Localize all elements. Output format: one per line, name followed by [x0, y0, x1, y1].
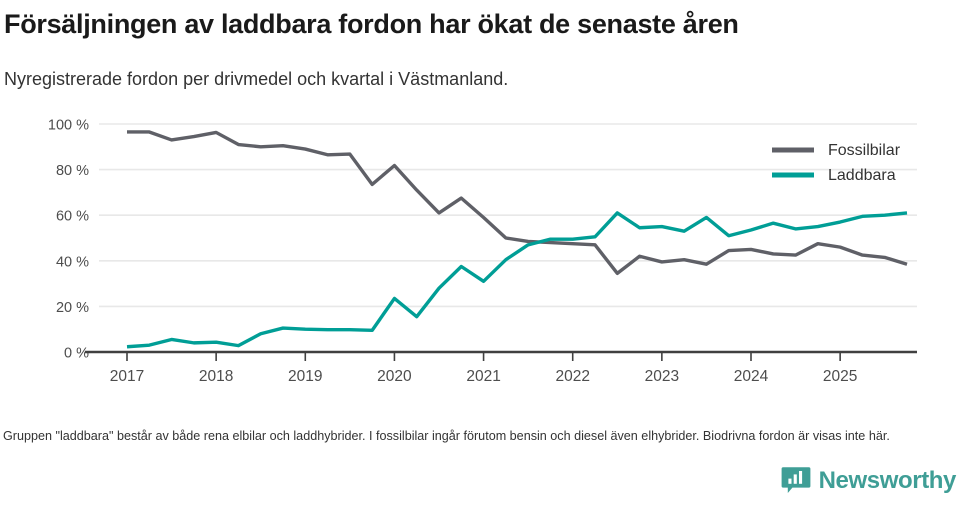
x-axis-tick-label: 2022 [555, 368, 589, 385]
x-axis-tick-labels: 2017 2018 2019 2020 2021 2022 2023 2024 2025 [110, 368, 858, 385]
legend-label-fossilbilar[interactable]: Fossilbilar [828, 142, 901, 159]
x-axis-tick-label: 2021 [466, 368, 500, 385]
line-chart: 0 % 20 % 40 % 60 % 80 % 100 % 2017 2018 2019 202… [0, 110, 960, 395]
y-axis-tick-label: 100 % [48, 118, 89, 134]
x-axis-tick-label: 2018 [199, 368, 233, 385]
series-lines [126, 130, 908, 349]
page-title: Försäljningen av laddbara fordon har öka… [4, 9, 739, 39]
series-line-laddbara [126, 211, 908, 349]
chart-legend: Fossilbilar Laddbara [772, 142, 901, 184]
x-axis-tick-label: 2017 [110, 368, 144, 385]
bar-chart-bubble-icon [781, 467, 811, 493]
gridlines [99, 123, 917, 308]
x-axis-tick-label: 2025 [823, 368, 857, 385]
newsworthy-wordmark: Newsworthy [818, 467, 957, 494]
y-axis-tick-label: 20 % [56, 300, 89, 316]
page-subtitle: Nyregistrerade fordon per drivmedel och … [4, 69, 509, 89]
x-axis-tick-label: 2023 [645, 368, 679, 385]
y-axis-tick-label: 0 % [64, 346, 89, 362]
series-line-fossilbilar [127, 130, 908, 276]
x-axis-tick-label: 2019 [288, 368, 322, 385]
chart-footnote: Gruppen "laddbara" består av både rena e… [3, 429, 890, 443]
y-axis-tick-label: 80 % [56, 163, 89, 179]
x-axis-tick-label: 2020 [377, 368, 412, 385]
y-axis-tick-label: 60 % [56, 209, 89, 225]
chart-svg: 0 % 20 % 40 % 60 % 80 % 100 % 2017 2018 2019 202… [48, 118, 917, 385]
y-axis-tick-label: 40 % [56, 254, 89, 270]
x-axis-tick-label: 2024 [734, 368, 769, 385]
legend-label-laddbara[interactable]: Laddbara [828, 167, 896, 184]
newsworthy-logo: Newsworthy [781, 466, 956, 496]
x-axis [85, 350, 917, 361]
y-axis-tick-labels: 0 % 20 % 40 % 60 % 80 % 100 % [48, 118, 89, 362]
